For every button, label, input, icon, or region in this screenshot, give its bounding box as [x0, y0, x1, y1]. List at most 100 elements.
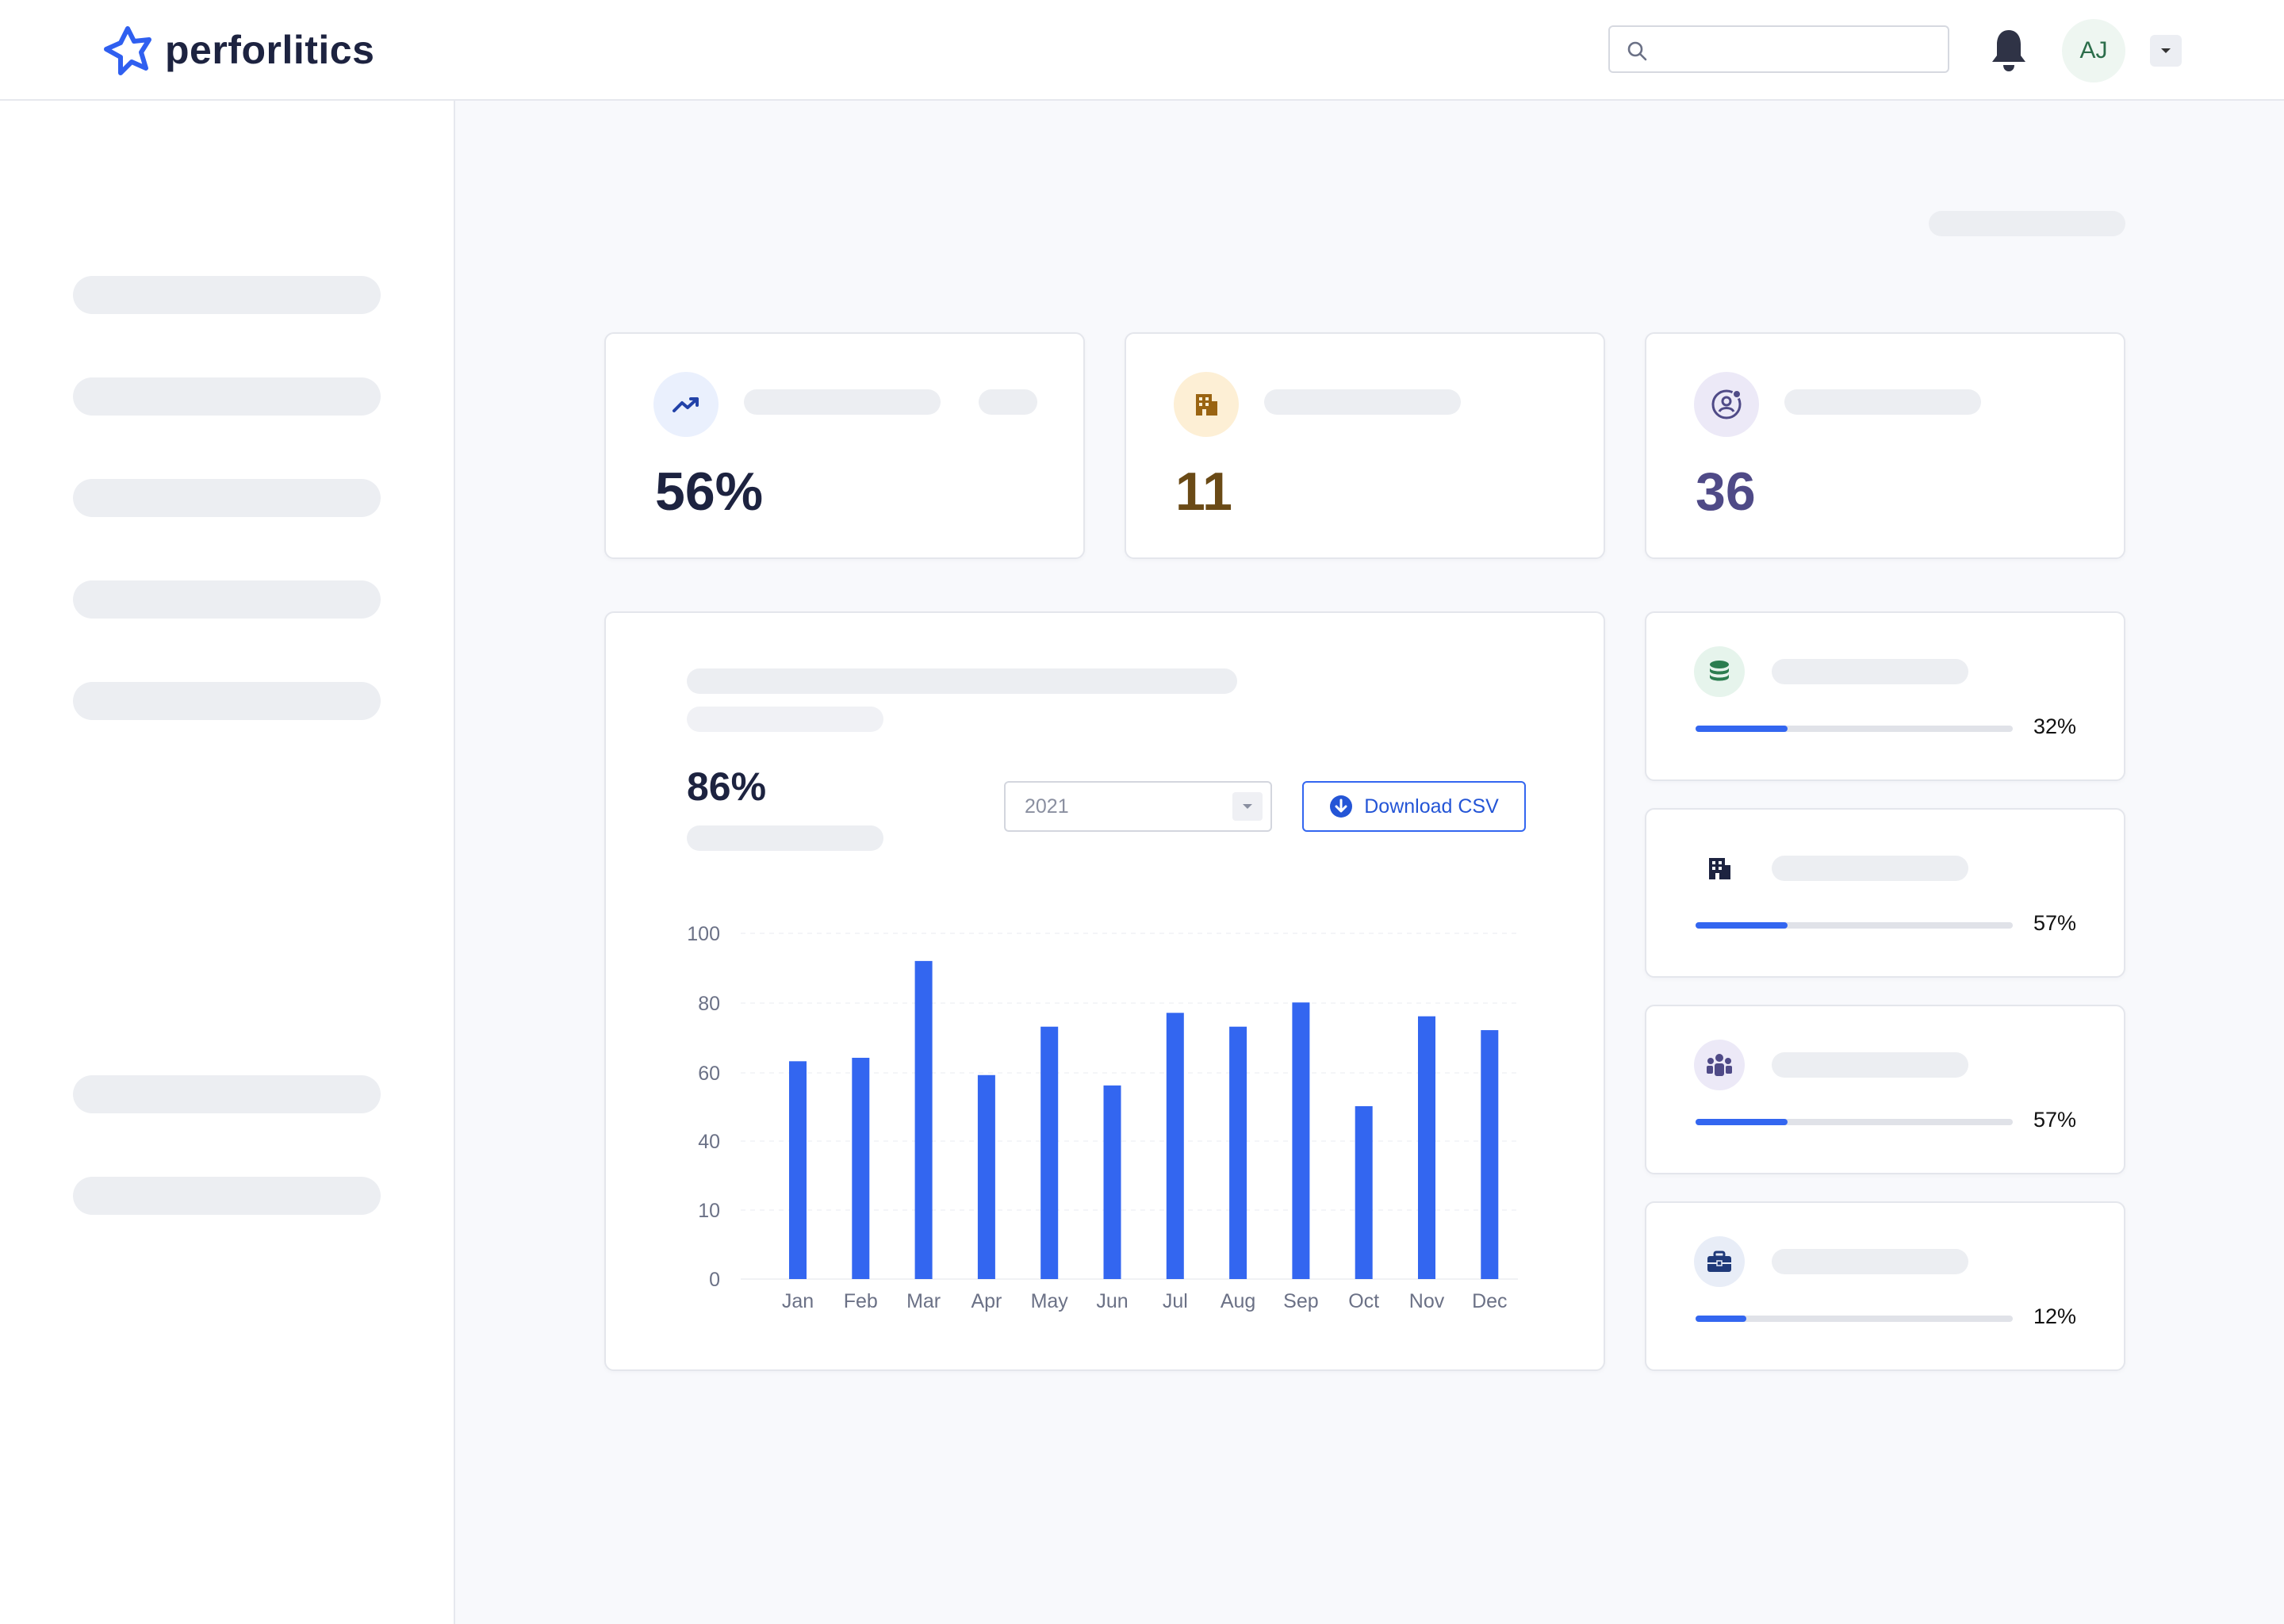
stat-title-placeholder	[1264, 389, 1461, 415]
bar-jan[interactable]	[789, 1061, 807, 1279]
progress-title-placeholder	[1772, 856, 1968, 881]
progress-title-placeholder	[1772, 1052, 1968, 1078]
chart-metric-label-placeholder	[687, 825, 883, 851]
bar-aug[interactable]	[1229, 1026, 1247, 1279]
y-tick-label: 80	[698, 993, 720, 1015]
progress-bar	[1696, 726, 2013, 732]
y-tick-label: 100	[687, 923, 720, 945]
progress-fill	[1696, 726, 1788, 732]
progress-bar	[1696, 1119, 2013, 1125]
trending-up-icon	[653, 372, 719, 437]
y-tick-label: 10	[698, 1200, 720, 1222]
progress-card: 32%	[1645, 611, 2125, 781]
bar-may[interactable]	[1040, 1026, 1059, 1279]
x-tick-label: Mar	[906, 1290, 941, 1312]
x-tick-label: Sep	[1283, 1290, 1318, 1312]
avatar-initials: AJ	[2079, 37, 2108, 63]
stat-title-placeholder	[744, 389, 941, 415]
chart-title-placeholder	[687, 668, 1237, 694]
progress-bar	[1696, 1316, 2013, 1322]
progress-card: 12%	[1645, 1201, 2125, 1371]
page-action-placeholder	[1929, 211, 2125, 236]
sidebar-item-placeholder[interactable]	[73, 682, 381, 720]
caret-down-icon	[2161, 48, 2171, 53]
progress-percent: 57%	[2033, 1108, 2077, 1132]
bell-icon[interactable]	[1987, 27, 2030, 73]
bar-jun[interactable]	[1103, 1085, 1121, 1279]
bar-oct[interactable]	[1355, 1106, 1373, 1279]
progress-card: 57%	[1645, 1005, 2125, 1174]
progress-percent: 32%	[2033, 714, 2077, 738]
progress-title-placeholder	[1772, 659, 1968, 684]
x-tick-label: May	[1031, 1290, 1069, 1312]
progress-card: 57%	[1645, 808, 2125, 978]
y-tick-label: 40	[698, 1131, 720, 1153]
bar-chart: 0 10 40 60 80 100 Jan Feb Mar Apr May Jun Jul Aug Sep O…	[687, 923, 1518, 1312]
progress-bar	[1696, 922, 2013, 929]
top-bar: perforlitics AJ	[0, 0, 2284, 101]
sidebar-item-placeholder[interactable]	[73, 276, 381, 314]
progress-percent: 57%	[2033, 911, 2077, 935]
bar-apr[interactable]	[977, 1074, 995, 1279]
y-tick-label: 0	[709, 1269, 720, 1291]
x-tick-label: Aug	[1221, 1290, 1255, 1312]
stat-card-growth: 56%	[604, 332, 1085, 559]
team-icon	[1694, 1040, 1745, 1090]
app-logo[interactable]: perforlitics	[100, 22, 374, 78]
x-tick-label: Dec	[1472, 1290, 1507, 1312]
y-tick-label: 60	[698, 1063, 720, 1085]
stat-value: 36	[1696, 462, 1756, 522]
avatar[interactable]: AJ	[2062, 19, 2125, 82]
bar-dec[interactable]	[1481, 1030, 1499, 1279]
progress-percent: 12%	[2033, 1304, 2077, 1328]
user-circle-icon	[1694, 372, 1759, 437]
stat-badge-placeholder	[979, 389, 1037, 415]
bar-jul[interactable]	[1166, 1013, 1184, 1279]
x-tick-label: Oct	[1348, 1290, 1379, 1312]
building-icon	[1694, 843, 1745, 894]
stat-card-buildings: 11	[1125, 332, 1605, 559]
search-input[interactable]	[1657, 33, 1938, 67]
x-tick-label: Jan	[782, 1290, 814, 1312]
sidebar-item-placeholder[interactable]	[73, 580, 381, 619]
stat-card-users: 36	[1645, 332, 2125, 559]
coins-icon	[1694, 646, 1745, 697]
sidebar-item-placeholder[interactable]	[73, 1177, 381, 1215]
progress-title-placeholder	[1772, 1249, 1968, 1274]
sidebar	[0, 101, 455, 1624]
progress-fill	[1696, 1119, 1788, 1125]
year-select-value: 2021	[1025, 795, 1069, 818]
stat-value: 56%	[655, 462, 764, 522]
sidebar-item-placeholder[interactable]	[73, 1075, 381, 1113]
download-csv-button[interactable]: Download CSV	[1302, 781, 1526, 832]
bar-nov[interactable]	[1418, 1016, 1435, 1279]
search-box[interactable]	[1608, 25, 1949, 73]
chart-subtitle-placeholder	[687, 707, 883, 732]
search-icon	[1627, 41, 1647, 61]
download-csv-label: Download CSV	[1364, 795, 1499, 818]
x-tick-label: Apr	[971, 1290, 1002, 1312]
sidebar-item-placeholder[interactable]	[73, 377, 381, 416]
chart-panel: 86% 2021 Download CSV 0 10 40 60 80 100 Jan Feb…	[604, 611, 1605, 1371]
x-tick-label: Jun	[1096, 1290, 1128, 1312]
building-icon	[1174, 372, 1239, 437]
x-tick-label: Feb	[844, 1290, 878, 1312]
stat-value: 11	[1175, 462, 1232, 522]
stat-title-placeholder	[1784, 389, 1981, 415]
download-icon	[1330, 795, 1353, 818]
app-name: perforlitics	[165, 28, 375, 72]
chevron-down-icon[interactable]	[1232, 792, 1263, 821]
progress-fill	[1696, 1316, 1746, 1322]
bar-mar[interactable]	[914, 960, 933, 1279]
progress-fill	[1696, 922, 1788, 929]
year-select[interactable]: 2021	[1004, 781, 1272, 832]
x-tick-label: Jul	[1163, 1290, 1188, 1312]
x-tick-label: Nov	[1409, 1290, 1445, 1312]
sidebar-item-placeholder[interactable]	[73, 479, 381, 517]
bar-sep[interactable]	[1292, 1002, 1310, 1279]
bar-feb[interactable]	[852, 1057, 870, 1279]
chart-metric: 86%	[687, 764, 767, 809]
briefcase-icon	[1694, 1236, 1745, 1287]
account-menu-button[interactable]	[2150, 35, 2182, 67]
star-logo-icon	[104, 26, 151, 75]
